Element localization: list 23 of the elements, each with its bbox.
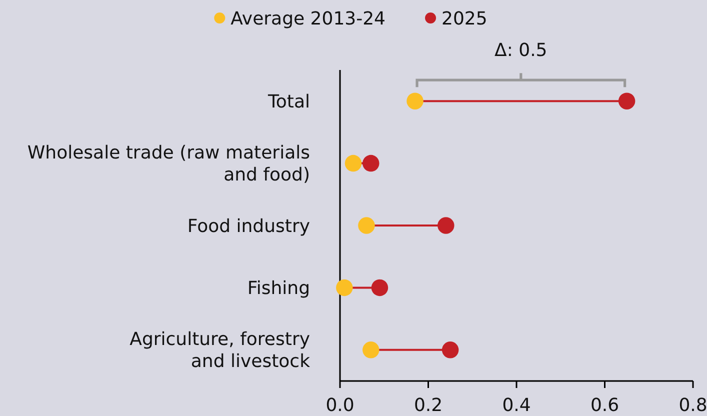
text: Δ: 0.5 [494,40,548,62]
x-tick-label: 0.4 [502,394,531,416]
x-tick-label: 0.6 [590,394,620,416]
y-tick-label: Fishing [247,278,310,299]
point [344,154,362,172]
x-tick-label: 0.8 [678,394,707,416]
point [362,342,380,358]
point [438,217,454,234]
point [371,279,388,296]
x-tick-label: 0.0 [326,394,354,416]
point [362,154,380,172]
point [358,217,375,234]
point [442,342,459,358]
legend-label: 2025 [442,8,488,30]
point [406,92,424,110]
x-tick-label: 0.2 [414,394,443,416]
point [336,279,353,296]
y-tick-label: Wholesale trade (raw materials and food) [27,142,310,186]
legend-label: Average 2013-24 [230,8,386,30]
y-tick-label: Food industry [187,216,310,237]
y-tick-label: Agriculture, forestry and livestock [130,329,311,372]
point [618,92,636,110]
y-tick-label: Total [266,91,310,112]
